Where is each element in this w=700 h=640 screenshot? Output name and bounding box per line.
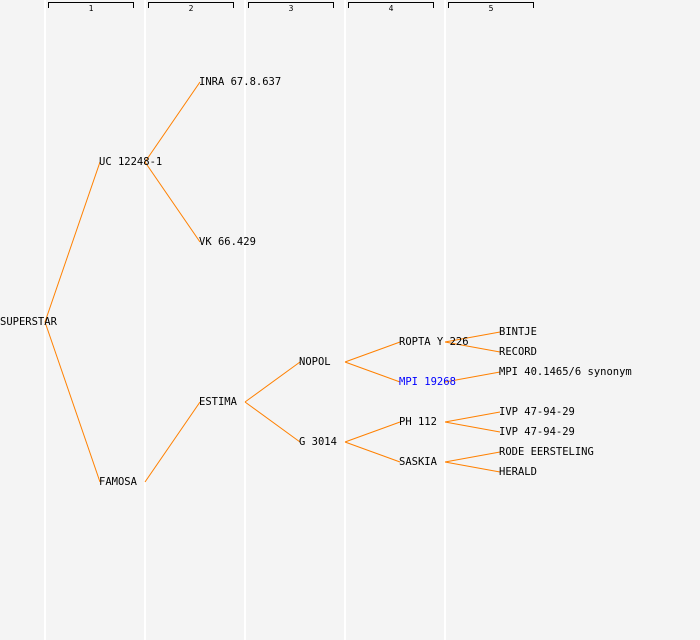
- column-separator: [344, 0, 346, 640]
- pedigree-node[interactable]: MPI 19268: [399, 376, 456, 388]
- pedigree-node[interactable]: HERALD: [499, 466, 537, 478]
- generation-header-3: 3: [248, 2, 334, 13]
- generation-number: 3: [288, 4, 294, 13]
- column-separator: [44, 0, 46, 640]
- generation-number: 4: [388, 4, 394, 13]
- pedigree-edge: [144, 81, 201, 163]
- pedigree-node[interactable]: RODE EERSTELING: [499, 446, 594, 458]
- generation-number: 5: [488, 4, 494, 13]
- pedigree-node[interactable]: FAMOSA: [99, 476, 137, 488]
- pedigree-node[interactable]: ROPTA Y 226: [399, 336, 469, 348]
- pedigree-edge: [244, 401, 301, 443]
- column-separator: [244, 0, 246, 640]
- pedigree-edge: [444, 371, 501, 383]
- pedigree-node[interactable]: UC 12248-1: [99, 156, 163, 168]
- pedigree-node[interactable]: RECORD: [499, 346, 537, 358]
- pedigree-edge: [444, 331, 501, 343]
- generation-header-4: 4: [348, 2, 434, 13]
- generation-header-1: 1: [48, 2, 134, 13]
- pedigree-edge: [344, 341, 401, 363]
- pedigree-node[interactable]: ESTIMA: [199, 396, 237, 408]
- pedigree-edge: [444, 451, 501, 463]
- pedigree-node[interactable]: NOPOL: [299, 356, 331, 368]
- pedigree-edge: [444, 421, 501, 433]
- pedigree-edge: [344, 361, 401, 383]
- pedigree-edge: [44, 161, 101, 323]
- pedigree-node[interactable]: IVP 47-94-29: [499, 426, 575, 438]
- pedigree-node[interactable]: G 3014: [299, 436, 337, 448]
- generation-number: 1: [88, 4, 94, 13]
- column-separator: [144, 0, 146, 640]
- generation-number: 2: [188, 4, 194, 13]
- pedigree-edge: [344, 421, 401, 443]
- pedigree-edge: [144, 161, 201, 243]
- generation-header-2: 2: [148, 2, 234, 13]
- pedigree-edge: [144, 401, 201, 483]
- pedigree-edge: [444, 341, 501, 353]
- pedigree-edge: [244, 361, 301, 403]
- pedigree-edge: [444, 411, 501, 423]
- pedigree-node[interactable]: PH 112: [399, 416, 437, 428]
- column-separator: [444, 0, 446, 640]
- generation-header-5: 5: [448, 2, 534, 13]
- pedigree-edge: [44, 321, 101, 483]
- pedigree-node[interactable]: BINTJE: [499, 326, 537, 338]
- pedigree-edge: [444, 461, 501, 473]
- pedigree-node[interactable]: VK 66.429: [199, 236, 256, 248]
- pedigree-node[interactable]: SASKIA: [399, 456, 437, 468]
- pedigree-node[interactable]: MPI 40.1465/6 synonym: [499, 366, 632, 378]
- pedigree-node[interactable]: IVP 47-94-29: [499, 406, 575, 418]
- pedigree-node[interactable]: INRA 67.8.637: [199, 76, 282, 88]
- pedigree-edge: [344, 441, 401, 463]
- pedigree-node[interactable]: SUPERSTAR: [0, 316, 57, 328]
